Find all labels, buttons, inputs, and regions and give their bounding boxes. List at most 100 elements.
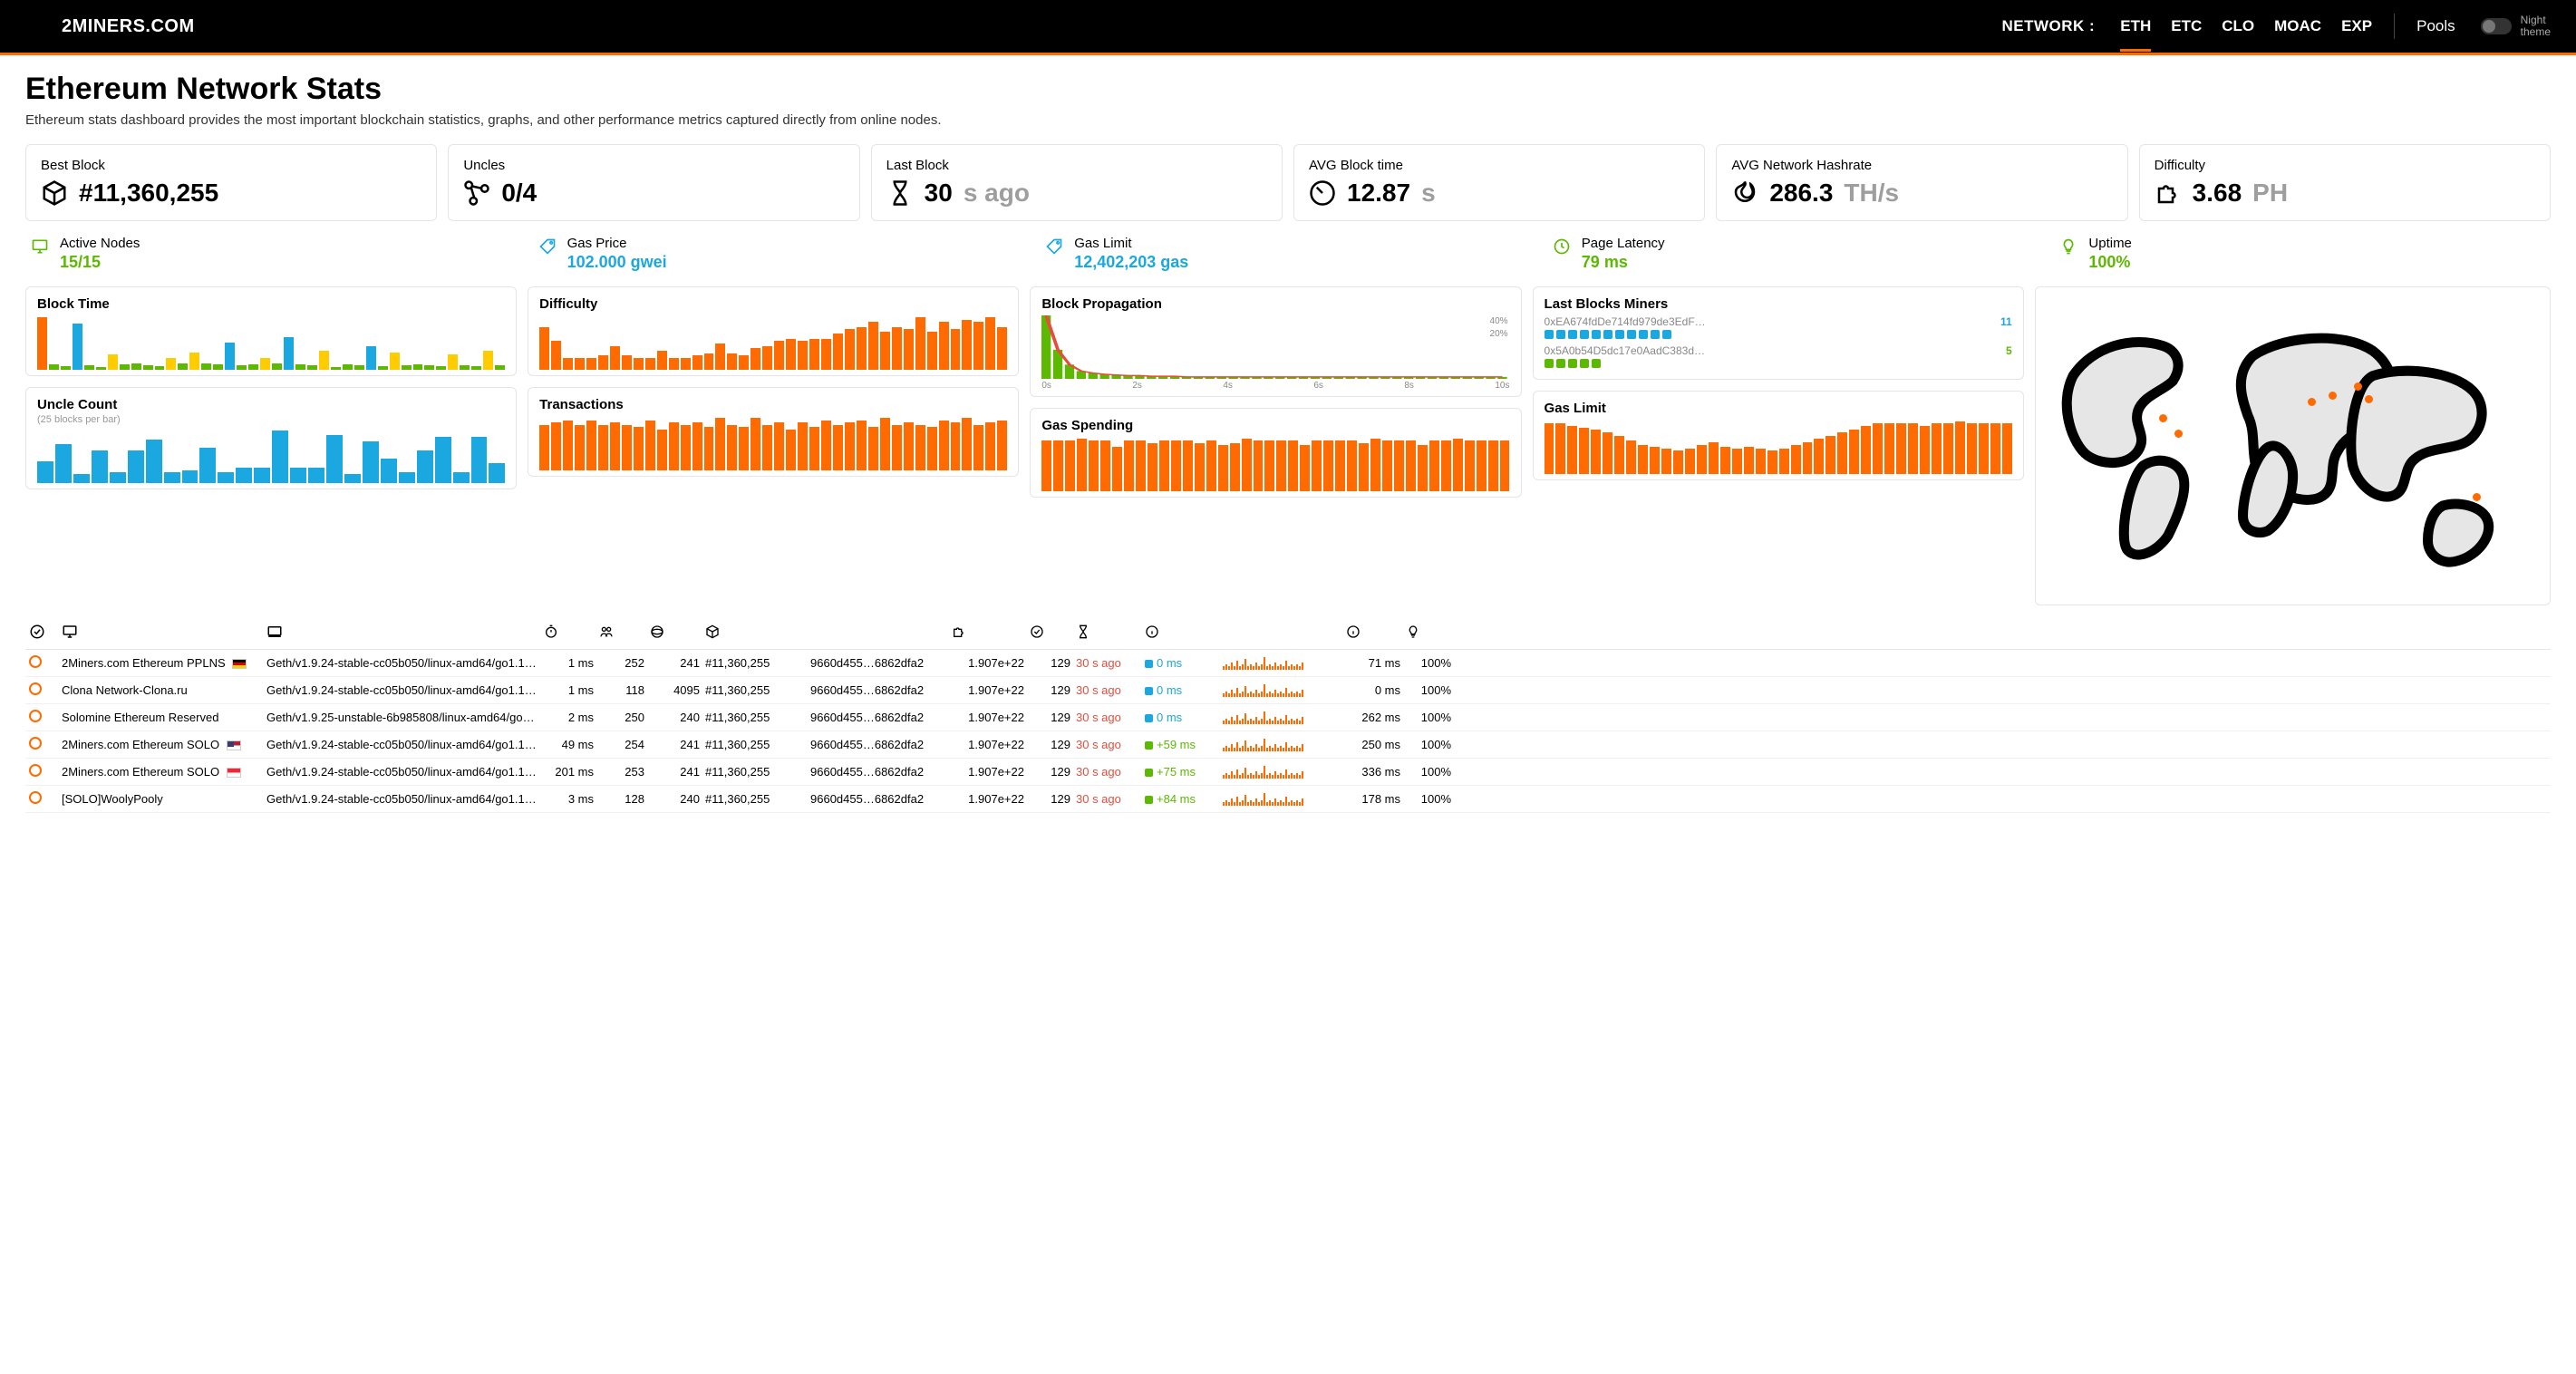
bars-gas-spending	[1041, 439, 1509, 491]
card-title: Uncles	[463, 158, 844, 173]
flag-icon	[232, 659, 247, 669]
small-stats: Active Nodes 15/15 Gas Price 102.000 gwe…	[25, 234, 2551, 274]
stat-title: Active Nodes	[60, 236, 140, 251]
prop-xlabel: 6s	[1313, 381, 1323, 391]
row-diff: 1.907e+22	[952, 792, 1024, 806]
card-title: AVG Network Hashrate	[1731, 158, 2112, 173]
table-row[interactable]: 2Miners.com Ethereum SOLO Geth/v1.9.24-s…	[25, 759, 2551, 786]
tab-eth[interactable]: ETH	[2120, 1, 2151, 52]
row-pin[interactable]	[29, 791, 56, 807]
table-row[interactable]: Solomine Ethereum Reserved Geth/v1.9.25-…	[25, 704, 2551, 731]
col-pending-icon[interactable]	[650, 624, 700, 639]
miner-row[interactable]: 0xEA674fdDe714fd979de3EdF…11	[1545, 315, 2012, 328]
chart-title: Block Propagation	[1041, 296, 1509, 312]
row-spark	[1223, 737, 1341, 751]
cube-icon	[41, 179, 68, 207]
row-prop: +84 ms	[1145, 792, 1217, 806]
row-name: Clona Network-Clona.ru	[62, 683, 261, 697]
card-value: #11,360,255	[79, 179, 218, 208]
clock-icon	[1553, 237, 1571, 256]
row-latency: 49 ms	[544, 738, 594, 751]
nodes-icon	[463, 179, 490, 207]
stat-gas-limit: Gas Limit 12,402,203 gas	[1040, 234, 1536, 274]
stat-value: 15/15	[60, 253, 140, 272]
row-block: #11,360,255	[705, 792, 805, 806]
card-unit: s ago	[964, 179, 1030, 208]
table-row[interactable]: Clona Network-Clona.ru Geth/v1.9.24-stab…	[25, 677, 2551, 704]
col-node-icon[interactable]	[62, 624, 261, 640]
row-block: #11,360,255	[705, 765, 805, 779]
card-title: Last Block	[886, 158, 1267, 173]
row-pin[interactable]	[29, 655, 56, 671]
row-uptime: 100%	[1406, 765, 1451, 779]
col-info-icon[interactable]	[1145, 624, 1217, 639]
chart-title: Gas Limit	[1545, 401, 2012, 416]
stat-title: Page Latency	[1582, 236, 1665, 251]
row-spark	[1223, 655, 1341, 670]
table-row[interactable]: 2Miners.com Ethereum PPLNS Geth/v1.9.24-…	[25, 650, 2551, 677]
row-name: 2Miners.com Ethereum PPLNS	[62, 656, 261, 670]
card-unit: s	[1421, 179, 1436, 208]
row-pin[interactable]	[29, 710, 56, 725]
card-title: AVG Block time	[1309, 158, 1690, 173]
miner-row[interactable]: 0x5A0b54D5dc17e0AadC383d…5	[1545, 344, 2012, 357]
charts-grid: Block Time Uncle Count (25 blocks per ba…	[25, 286, 2551, 605]
row-pending: 240	[650, 711, 700, 724]
col-diff-icon[interactable]	[952, 624, 1024, 639]
row-prop: 0 ms	[1145, 656, 1217, 670]
row-txs: 129	[1030, 656, 1070, 670]
stat-title: Uptime	[2088, 236, 2132, 251]
pools-link[interactable]: Pools	[2416, 17, 2455, 35]
chart-subtitle: (25 blocks per bar)	[37, 414, 505, 425]
row-peers: 250	[599, 711, 644, 724]
col-hourglass-icon[interactable]	[1076, 624, 1139, 639]
metric-cards: Best Block #11,360,255 Uncles 0/4 Last B…	[25, 144, 2551, 221]
col-peers-icon[interactable]	[599, 624, 644, 639]
row-hash: 9660d455…6862dfa2	[810, 656, 946, 670]
row-hash: 9660d455…6862dfa2	[810, 792, 946, 806]
page-title: Ethereum Network Stats	[25, 72, 2551, 107]
row-pin[interactable]	[29, 737, 56, 752]
row-txs: 129	[1030, 792, 1070, 806]
chart-block-propagation: Block Propagation 40% 20% 0s 2s 4s 6s 8s…	[1030, 286, 1521, 397]
monitor-icon	[31, 237, 49, 256]
tab-etc[interactable]: ETC	[2171, 1, 2202, 52]
col-check-icon[interactable]	[1030, 624, 1070, 639]
row-uptime: 100%	[1406, 738, 1451, 751]
table-row[interactable]: 2Miners.com Ethereum SOLO Geth/v1.9.24-s…	[25, 731, 2551, 759]
row-hash: 9660d455…6862dfa2	[810, 711, 946, 724]
nodes-table-head	[25, 618, 2551, 650]
hourglass-icon	[886, 179, 914, 207]
tab-clo[interactable]: CLO	[2222, 1, 2254, 52]
row-age: 30 s ago	[1076, 765, 1139, 779]
row-diff: 1.907e+22	[952, 683, 1024, 697]
row-age: 30 s ago	[1076, 683, 1139, 697]
col-info2-icon[interactable]	[1346, 624, 1400, 639]
col-pin-icon[interactable]	[29, 624, 56, 640]
tab-moac[interactable]: MOAC	[2274, 1, 2321, 52]
chart-title: Gas Spending	[1041, 418, 1509, 433]
row-txs: 129	[1030, 738, 1070, 751]
network-label: NETWORK :	[2002, 17, 2096, 35]
row-pin[interactable]	[29, 682, 56, 698]
bars-block-time	[37, 317, 505, 370]
col-bulb-icon[interactable]	[1406, 624, 1451, 639]
prop-xlabel: 10s	[1495, 381, 1509, 391]
theme-toggle[interactable]: Night theme	[2481, 15, 2551, 38]
row-uptime: 100%	[1406, 711, 1451, 724]
row-spark	[1223, 682, 1341, 697]
row-pin[interactable]	[29, 764, 56, 779]
col-stopwatch-icon[interactable]	[544, 624, 594, 639]
row-txs: 129	[1030, 765, 1070, 779]
row-diff: 1.907e+22	[952, 738, 1024, 751]
col-client-icon[interactable]	[266, 624, 538, 640]
toggle-track[interactable]	[2481, 18, 2512, 34]
brand-logo[interactable]: 2MINERS.COM	[25, 16, 195, 37]
map-node-dot	[2159, 414, 2167, 422]
tab-exp[interactable]: EXP	[2341, 1, 2372, 52]
card-hashrate: AVG Network Hashrate 286.3 TH/s	[1716, 144, 2127, 221]
row-spark	[1223, 791, 1341, 806]
table-row[interactable]: [SOLO]WoolyPooly Geth/v1.9.24-stable-cc0…	[25, 786, 2551, 813]
card-best-block: Best Block #11,360,255	[25, 144, 437, 221]
col-block-icon[interactable]	[705, 624, 805, 639]
